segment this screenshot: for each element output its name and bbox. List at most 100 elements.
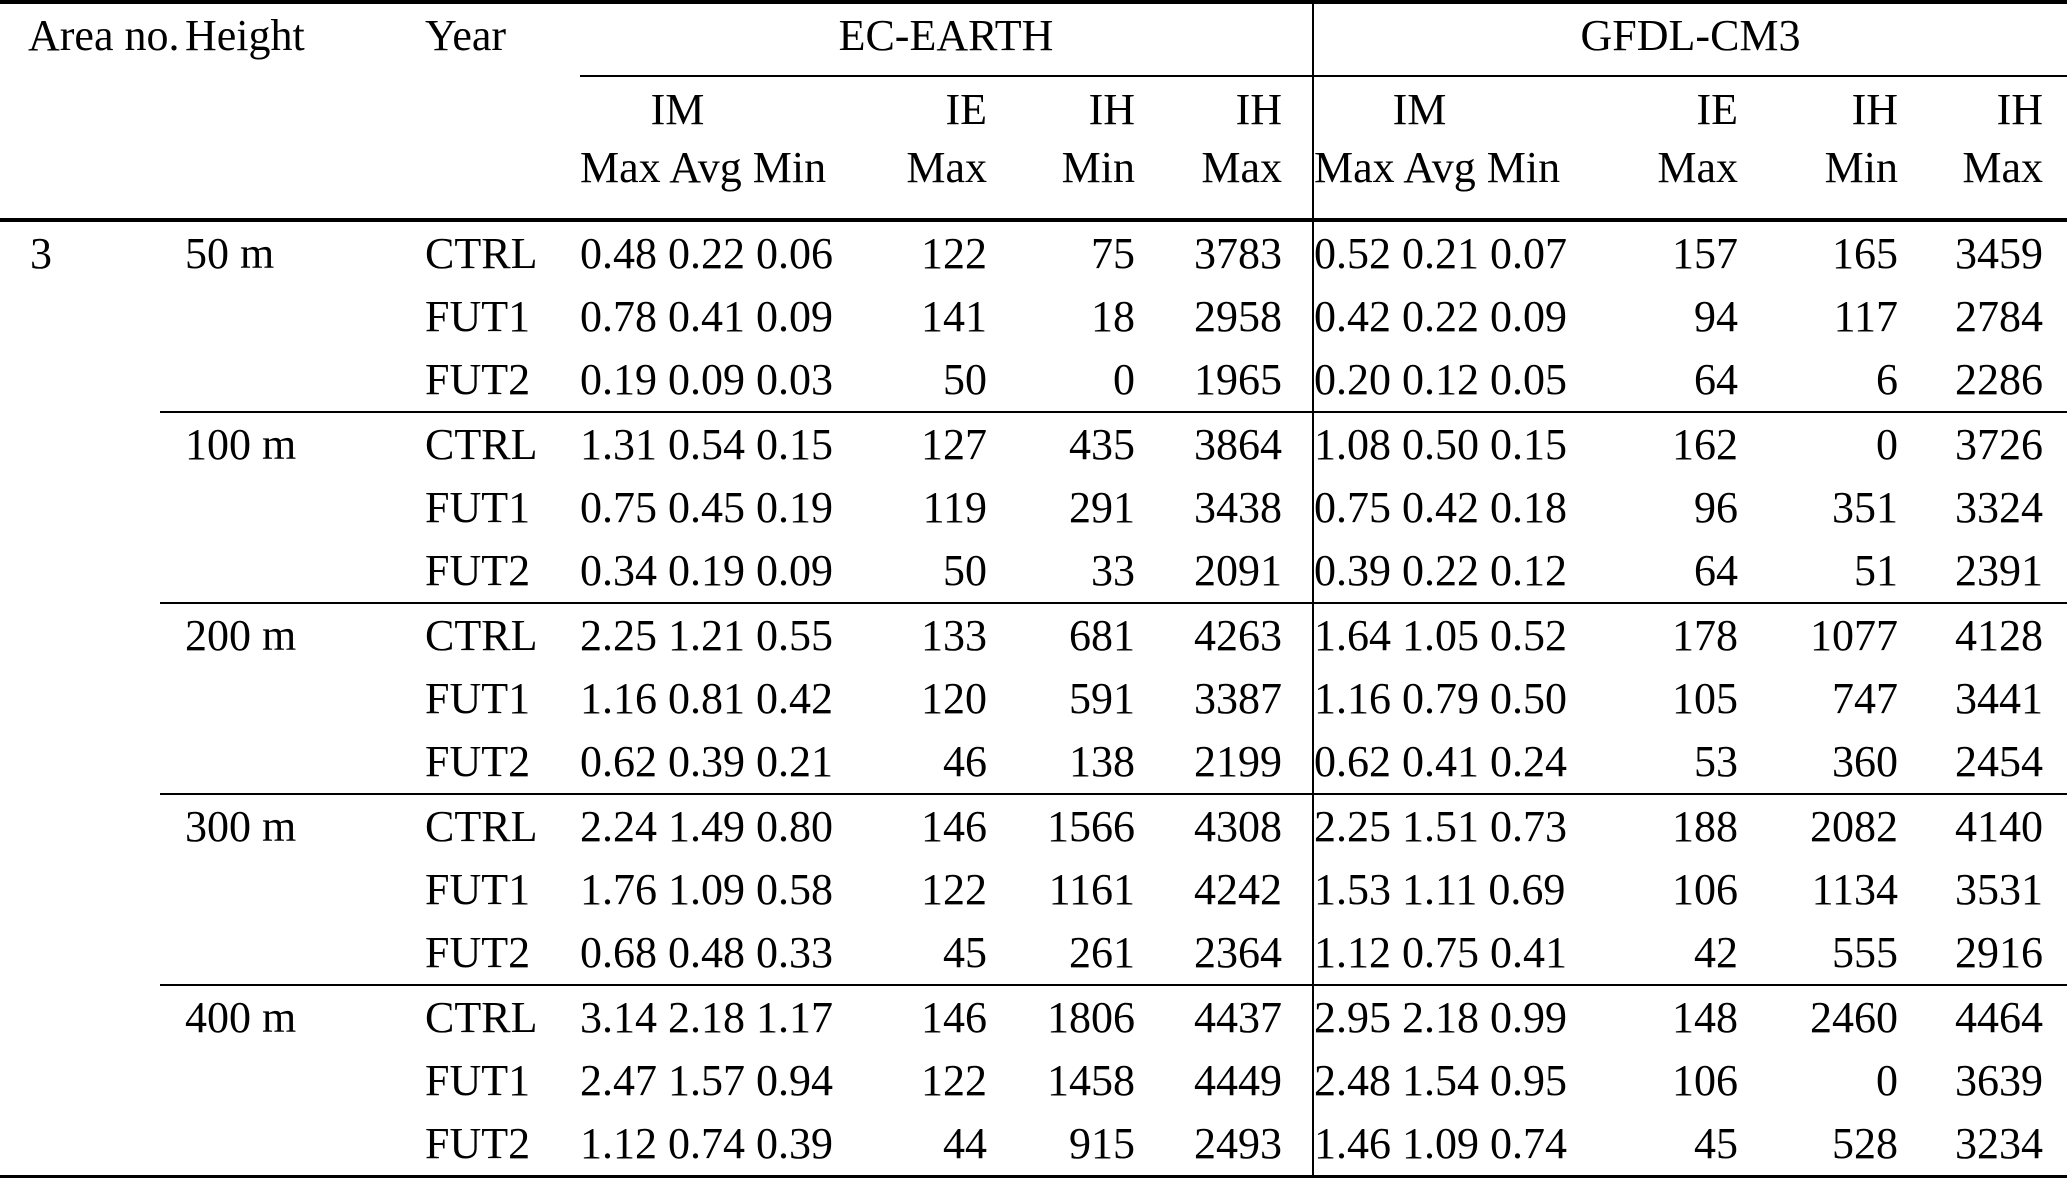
- ec-im-cell: 0.19 0.09 0.03: [580, 355, 833, 404]
- area-no-header: Area no.: [0, 2, 180, 222]
- gf-ih-min-cell: 2082: [1750, 793, 1913, 858]
- ec-im-maxavgmin-label: Max Avg Min: [580, 143, 827, 192]
- year-cell: FUT2: [425, 737, 531, 786]
- height-cell: 300 m: [160, 793, 405, 985]
- ec-im-cell: 0.34 0.19 0.09: [580, 546, 833, 595]
- gf-im-cell: 1.16 0.79 0.50: [1312, 667, 1567, 730]
- gf-ih-max-cell: 3324: [1955, 483, 2044, 532]
- ec-ih-max-cell: 2091: [1194, 546, 1283, 595]
- ec-ih-max-cell: 3783: [1194, 229, 1283, 278]
- gf-im-cell: 0.39 0.22 0.12: [1312, 539, 1567, 603]
- gf-im-maxavgmin-label: Max Avg Min: [1314, 143, 1561, 192]
- ec-ih-min-cell: 591: [1069, 674, 1135, 723]
- gf-ih-min-cell: 165: [1832, 229, 1899, 278]
- ec-ih-min-cell: 33: [1091, 546, 1135, 595]
- table-row: FUT1 0.75 0.45 0.19 119 291 3438 0.75 0.…: [0, 476, 2067, 539]
- gf-ih-max-cell: 3234: [1955, 1119, 2044, 1168]
- gf-ie-max-cell: 94: [1694, 292, 1739, 341]
- gf-ih-min-cell: 0: [1876, 1056, 1899, 1105]
- gf-ih-min-cell: 6: [1876, 355, 1899, 404]
- table-row: FUT2 0.62 0.39 0.21 46 138 2199 0.62 0.4…: [0, 730, 2067, 794]
- gf-ih-max-cell: 3441: [1955, 674, 2044, 723]
- ec-ih-max-cell: 2199: [1194, 737, 1283, 786]
- ec-im-subheader: IM Max Avg Min: [580, 76, 827, 222]
- ec-ie-max-label: Max: [906, 143, 987, 192]
- gf-ie-max-cell: 162: [1525, 411, 1751, 476]
- ec-ih-min-cell: 138: [1069, 737, 1135, 786]
- gfdl-cm3-group-header: GFDL-CM3: [1312, 2, 2067, 77]
- gf-ie-max-cell: 105: [1672, 674, 1739, 723]
- header-row-subcolumns: IM Max Avg Min IE Max IH Min IH Max IM M…: [0, 76, 2067, 222]
- gf-ie-max-cell: 106: [1672, 865, 1739, 914]
- table-row: 300 m CTRL 2.24 1.49 0.80 146 1566 4308 …: [0, 793, 2067, 985]
- year-cell: FUT1: [425, 1056, 531, 1105]
- ec-ih-max-cell: 4437: [1145, 984, 1314, 1049]
- gf-ie-label: IE: [1696, 85, 1739, 134]
- gf-ih-max-cell: 2286: [1955, 355, 2044, 404]
- table-row: 100 m CTRL 1.31 0.54 0.15 127 435 3864 1…: [0, 411, 2067, 603]
- gf-ih-min-cell: 360: [1832, 737, 1899, 786]
- ec-im-cell: 0.68 0.48 0.33: [580, 928, 833, 977]
- ec-ie-max-cell: 141: [921, 292, 987, 341]
- ec-ih-max-cell: 4308: [1145, 793, 1314, 858]
- gf-ih-min-cell: 351: [1832, 483, 1899, 532]
- gf-ie-max-label: Max: [1657, 143, 1739, 192]
- ec-ih-min-cell: 1566: [995, 793, 1145, 858]
- gf-ih-max-cell: 2454: [1955, 737, 2044, 786]
- gf-ie-subheader: IE Max: [1525, 76, 1751, 222]
- gf-ie-max-cell: 148: [1525, 984, 1751, 1049]
- ec-ih-label: IH: [1088, 85, 1135, 134]
- gf-im-cell: 1.46 1.09 0.74: [1312, 1112, 1567, 1177]
- gf-im-cell: 1.08 0.50 0.15: [1312, 411, 1567, 476]
- table-row: FUT1 0.78 0.41 0.09 141 18 2958 0.42 0.2…: [0, 285, 2067, 348]
- height-cell: 100 m: [160, 411, 405, 603]
- ec-ie-subheader: IE Max: [775, 76, 995, 222]
- table-row: FUT2 0.68 0.48 0.33 45 261 2364 1.12 0.7…: [0, 921, 2067, 985]
- ec-im-cell: 0.62 0.39 0.21: [580, 737, 833, 786]
- year-cell: CTRL: [405, 984, 580, 1049]
- ec-ie-max-cell: 44: [943, 1119, 987, 1168]
- year-cell: FUT1: [425, 483, 531, 532]
- height-cell: 50 m: [185, 229, 275, 278]
- gf-ih-min-cell: 1077: [1750, 602, 1913, 667]
- gf-ih-min-cell: 555: [1832, 928, 1899, 977]
- ec-ih-max-cell: 2958: [1194, 292, 1283, 341]
- ec-ih-max-cell: 4242: [1194, 865, 1283, 914]
- ec-ih-min-cell: 18: [1091, 292, 1135, 341]
- ec-ih-max-cell: 3438: [1194, 483, 1283, 532]
- ec-ih-min-cell: 435: [995, 411, 1145, 476]
- ec-ih-max-cell: 3864: [1145, 411, 1314, 476]
- gf-im-cell: 0.75 0.42 0.18: [1312, 476, 1567, 539]
- ec-ih-max-cell: 3387: [1194, 674, 1283, 723]
- ec-ih-max-cell: 1965: [1194, 355, 1283, 404]
- ec-ih-max-cell: 4449: [1194, 1056, 1283, 1105]
- gf-ih-min-cell: 51: [1854, 546, 1899, 595]
- ec-ih-min-cell: 1806: [995, 984, 1145, 1049]
- ec-ih-min-cell: 915: [1069, 1119, 1135, 1168]
- gf-ih-min-label: Min: [1824, 143, 1899, 192]
- table-row: 400 m CTRL 3.14 2.18 1.17 146 1806 4437 …: [0, 984, 2067, 1177]
- ec-ie-max-cell: 133: [775, 602, 995, 667]
- ec-im-cell: 1.76 1.09 0.58: [580, 865, 833, 914]
- gf-ih-min-cell: 117: [1833, 292, 1899, 341]
- ec-ie-max-cell: 119: [922, 483, 987, 532]
- ec-im-cell: 3.14 2.18 1.17: [580, 984, 833, 1049]
- year-cell: FUT1: [425, 674, 531, 723]
- ec-earth-group-header: EC-EARTH: [580, 2, 1314, 77]
- table-row: FUT2 1.12 0.74 0.39 44 915 2493 1.46 1.0…: [0, 1112, 2067, 1177]
- gf-ih-max-cell: 4128: [1912, 602, 2067, 667]
- ec-ih-min-cell: 261: [1069, 928, 1135, 977]
- ec-ie-max-cell: 146: [775, 793, 995, 858]
- height-cell: 400 m: [160, 984, 405, 1177]
- gf-im-cell: 2.25 1.51 0.73: [1312, 793, 1567, 858]
- gf-ih-label: IH: [1996, 85, 2044, 134]
- header-row-groups: Area no. Height Year EC-EARTH GFDL-CM3: [0, 2, 2067, 222]
- table-row: FUT1 2.47 1.57 0.94 122 1458 4449 2.48 1…: [0, 1049, 2067, 1112]
- gf-ih-min-cell: 0: [1750, 411, 1913, 476]
- table-row: 200 m CTRL 2.25 1.21 0.55 133 681 4263 1…: [0, 602, 2067, 794]
- ec-im-cell: 2.47 1.57 0.94: [580, 1056, 833, 1105]
- gf-ih-max-label: Max: [1962, 143, 2044, 192]
- gf-ie-max-cell: 64: [1694, 546, 1739, 595]
- gf-ih-max-cell: 2916: [1955, 928, 2044, 977]
